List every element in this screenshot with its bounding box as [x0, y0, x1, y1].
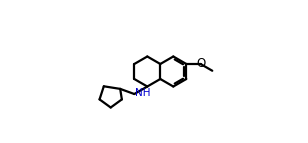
Text: O: O [196, 57, 205, 70]
Text: NH: NH [135, 88, 151, 98]
